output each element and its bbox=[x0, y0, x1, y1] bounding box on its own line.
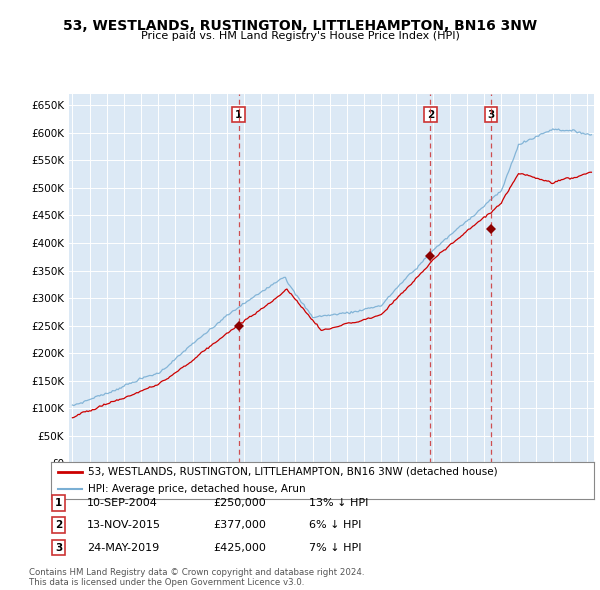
Text: HPI: Average price, detached house, Arun: HPI: Average price, detached house, Arun bbox=[88, 484, 305, 494]
Text: Contains HM Land Registry data © Crown copyright and database right 2024.: Contains HM Land Registry data © Crown c… bbox=[29, 568, 364, 577]
Text: 6% ↓ HPI: 6% ↓ HPI bbox=[309, 520, 361, 530]
Text: 2: 2 bbox=[427, 110, 434, 120]
Text: 3: 3 bbox=[55, 543, 62, 552]
Text: 3: 3 bbox=[487, 110, 494, 120]
Text: 13-NOV-2015: 13-NOV-2015 bbox=[87, 520, 161, 530]
Text: £377,000: £377,000 bbox=[213, 520, 266, 530]
Text: 7% ↓ HPI: 7% ↓ HPI bbox=[309, 543, 361, 552]
Text: 24-MAY-2019: 24-MAY-2019 bbox=[87, 543, 159, 552]
Text: This data is licensed under the Open Government Licence v3.0.: This data is licensed under the Open Gov… bbox=[29, 578, 304, 587]
Text: 53, WESTLANDS, RUSTINGTON, LITTLEHAMPTON, BN16 3NW (detached house): 53, WESTLANDS, RUSTINGTON, LITTLEHAMPTON… bbox=[88, 467, 497, 477]
Text: Price paid vs. HM Land Registry's House Price Index (HPI): Price paid vs. HM Land Registry's House … bbox=[140, 31, 460, 41]
Text: 10-SEP-2004: 10-SEP-2004 bbox=[87, 498, 158, 507]
Text: £250,000: £250,000 bbox=[213, 498, 266, 507]
Text: 13% ↓ HPI: 13% ↓ HPI bbox=[309, 498, 368, 507]
Text: 53, WESTLANDS, RUSTINGTON, LITTLEHAMPTON, BN16 3NW: 53, WESTLANDS, RUSTINGTON, LITTLEHAMPTON… bbox=[63, 19, 537, 33]
Text: 1: 1 bbox=[235, 110, 242, 120]
Text: 1: 1 bbox=[55, 498, 62, 507]
Text: 2: 2 bbox=[55, 520, 62, 530]
Text: £425,000: £425,000 bbox=[213, 543, 266, 552]
